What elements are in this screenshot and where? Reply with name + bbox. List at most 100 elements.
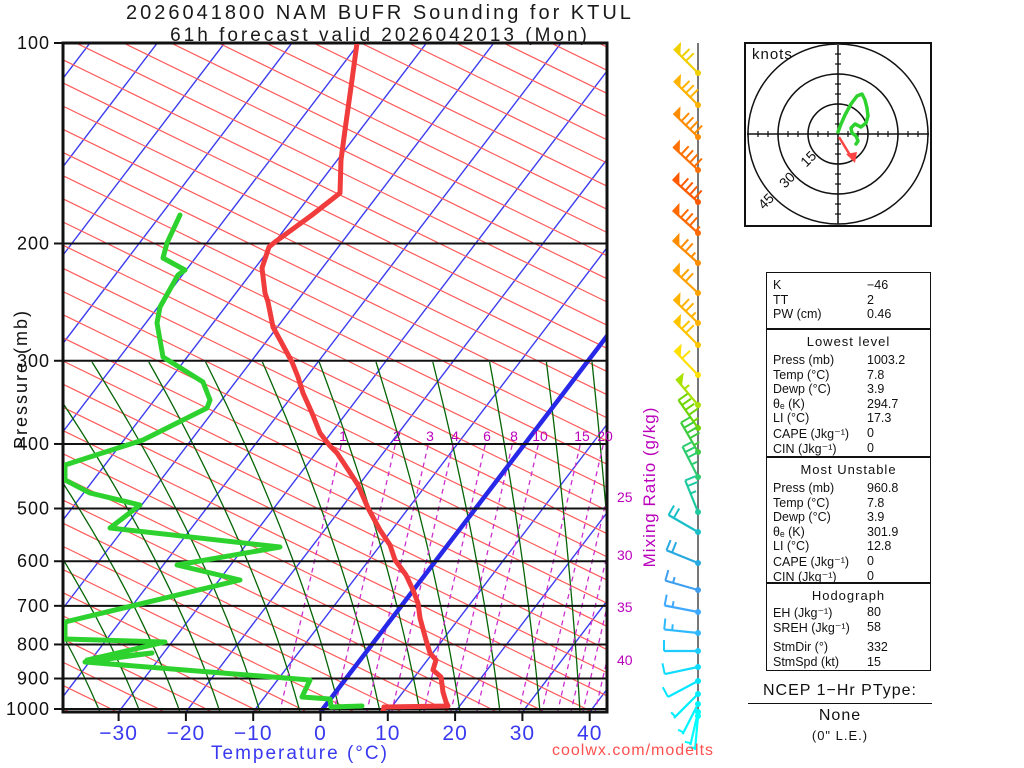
dry-adiabat-line: [64, 407, 606, 673]
stat-value: 332: [867, 640, 888, 655]
wind-barb: [677, 393, 701, 431]
mixing-ratio-line: [541, 444, 604, 711]
wind-barb: [661, 678, 701, 698]
stat-label: Press (mb): [773, 481, 835, 495]
moist-adiabat-line: [205, 361, 341, 711]
pressure-axis-label: Pressure (mb): [11, 308, 31, 450]
isotherm-line: [64, 44, 360, 432]
lowest-level-panel: Lowest level Press (mb) 1003.2 Temp (°C) 7.…: [766, 328, 931, 458]
chart-title: 2026041800 NAM BUFR Sounding for KTUL: [126, 2, 634, 24]
dry-adiabat-line: [314, 44, 606, 187]
dry-adiabat-line: [64, 453, 592, 711]
dry-adiabat-line: [361, 44, 606, 164]
stat-label: EH (Jkg⁻¹): [773, 606, 833, 620]
dry-adiabat-line: [219, 44, 606, 233]
stat-row: StmDir (°) 332: [767, 640, 930, 655]
pressure-tick-label: 100: [17, 33, 50, 53]
temperature-tick-label: 40: [577, 722, 602, 745]
dewpoint-trace: [64, 212, 365, 710]
dry-adiabat-line: [64, 129, 606, 395]
stat-value: 7.8: [867, 367, 885, 382]
moist-adiabat-line: [432, 361, 501, 711]
background-lines: [64, 44, 606, 711]
mixing-ratio-line: [582, 608, 606, 711]
stat-value: 3.9: [867, 510, 885, 525]
isotherm-line: [64, 44, 158, 167]
pressure-tick-label: 200: [17, 233, 50, 253]
dry-adiabat-line: [64, 82, 606, 349]
moist-adiabat-line: [91, 361, 261, 711]
mixing-ratio-label: 2: [393, 428, 401, 444]
stat-row: CAPE (Jkg⁻¹) 0: [767, 554, 930, 569]
mixing-ratio-line: [279, 444, 342, 711]
wind-barb: [663, 618, 701, 636]
stat-row: LI (°C) 17.3: [767, 411, 930, 426]
wind-barb: [672, 106, 703, 140]
moist-adiabat-line: [545, 361, 581, 711]
stat-value: 294.7: [867, 396, 899, 411]
temperature-tick-label: 20: [442, 722, 467, 745]
wind-barb: [663, 640, 701, 654]
watermark-link[interactable]: coolwx.com/modelts: [552, 742, 715, 759]
mixing-ratio-line: [557, 498, 606, 711]
stat-label: θₑ (K): [773, 396, 805, 411]
stat-row: Press (mb) 1003.2: [767, 353, 930, 368]
plot-border: [61, 41, 609, 714]
hodograph-stats-header: Hodograph: [811, 588, 886, 603]
storm-motion-arrowhead: [846, 152, 857, 163]
stat-label: CAPE (Jkg⁻¹): [773, 426, 850, 441]
stat-row: Dewp (°C) 3.9: [767, 382, 930, 397]
zero-isotherm-line: [318, 333, 606, 711]
wind-barb: [671, 232, 701, 266]
stat-label: Temp (°C): [773, 495, 830, 510]
mixing-ratio-line: [570, 556, 606, 711]
dry-adiabat-line: [64, 569, 355, 711]
wind-barb: [664, 569, 701, 593]
pressure-tick-label: 900: [17, 669, 50, 689]
wind-barb: [673, 73, 701, 108]
dry-adiabat-line: [64, 592, 307, 711]
stat-row: K −46: [767, 278, 930, 293]
stat-label: CAPE (Jkg⁻¹): [773, 554, 850, 569]
mixing-ratio-label: 15: [574, 428, 590, 444]
wind-barb: [671, 171, 703, 205]
mixing-ratio-label: 10: [532, 428, 548, 444]
most-unstable-rows: Press (mb) 960.8 Temp (°C) 7.8 Dewp (°C) 3.9 θ…: [767, 477, 930, 584]
dry-adiabat-line: [64, 430, 606, 697]
wind-barb: [689, 713, 701, 750]
sounding-traces: [64, 44, 451, 711]
moist-adiabat-line: [261, 361, 381, 711]
moist-adiabat-line: [64, 636, 101, 711]
wind-barb: [672, 262, 701, 296]
most-unstable-panel: Most Unstable Press (mb) 960.8 Temp (°C) 7.…: [766, 456, 931, 584]
wind-barb: [673, 41, 701, 76]
hodograph-stats-rows: EH (Jkg⁻¹) 80 SREH (Jkg⁻¹) 58 StmDir (°) 332 S…: [767, 603, 930, 669]
stat-label: CIN (Jkg⁻¹): [773, 441, 837, 456]
temperature-trace: [259, 44, 451, 711]
pressure-tick-label: 600: [17, 551, 50, 571]
mixing-ratio-label: 35: [617, 599, 633, 615]
wind-barb: [673, 343, 701, 378]
stability-indices-rows: K −46 TT 2 PW (cm) 0.46: [767, 273, 930, 322]
stat-row: CIN (Jkg⁻¹) 0: [767, 441, 930, 456]
stat-row: CAPE (Jkg⁻¹) 0: [767, 426, 930, 441]
dry-adiabat-line: [124, 44, 606, 280]
mixing-ratio-line: [366, 444, 429, 711]
stat-value: 7.8: [867, 495, 885, 510]
stat-label: PW (cm): [773, 307, 822, 322]
stat-label: LI (°C): [773, 539, 810, 554]
ptype-block: NCEP 1−Hr PType: None (0" L.E.): [748, 682, 932, 743]
stat-row: θₑ (K) 294.7: [767, 397, 930, 412]
stat-value: 0: [867, 568, 874, 583]
wind-barb: [677, 701, 701, 735]
dry-adiabat-line: [64, 175, 606, 442]
dry-adiabat-line: [64, 268, 606, 534]
dry-adiabat-line: [64, 152, 606, 419]
pressure-tick-label: 700: [17, 596, 50, 616]
dry-adiabat-line: [64, 291, 606, 558]
isotherm-line: [185, 159, 606, 711]
dry-adiabat-line: [76, 44, 606, 303]
stat-row: Press (mb) 960.8: [767, 481, 930, 496]
